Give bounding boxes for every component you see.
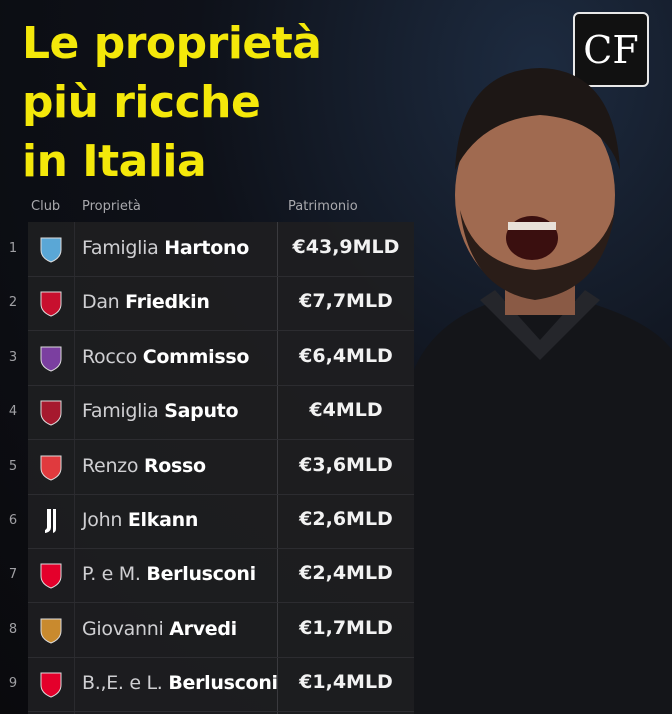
monza-crest-icon xyxy=(40,672,62,698)
table-row: 5 Renzo Rosso €3,6MLD xyxy=(9,440,414,495)
owner-last: Arvedi xyxy=(169,617,237,640)
owner-name: B.,E. e L. Berlusconi xyxy=(82,672,278,694)
owner-first: Rocco xyxy=(82,345,137,368)
column-divider xyxy=(74,222,75,714)
owner-name: Renzo Rosso xyxy=(82,455,206,477)
owner-last: Friedkin xyxy=(125,291,210,314)
header-club: Club xyxy=(31,199,61,214)
coach-photo xyxy=(410,68,672,714)
rank: 2 xyxy=(8,295,18,311)
owner-last: Commisso xyxy=(142,345,250,368)
owner-first: P. e M. xyxy=(82,563,141,586)
rank: 1 xyxy=(8,241,18,256)
owner-first: Famiglia xyxy=(82,237,159,259)
ranking-table: 1 Famiglia Hartono €43,9MLD 2 Dan Friedkin €7… xyxy=(9,222,414,714)
table-row: 1 Famiglia Hartono €43,9MLD xyxy=(9,222,414,277)
rank: 6 xyxy=(8,513,18,528)
table-row: 6 John Elkann €2,6MLD xyxy=(9,494,414,549)
fiorentina-crest-icon xyxy=(40,346,62,372)
owner-first: B.,E. e L. xyxy=(82,672,163,695)
wealth-value: €43,9MLD xyxy=(292,236,400,258)
como-crest-icon xyxy=(40,237,62,263)
wealth-value: €7,7MLD xyxy=(299,290,393,313)
rank: 5 xyxy=(8,458,18,474)
column-divider xyxy=(277,222,278,714)
owner-name: John Elkann xyxy=(82,509,198,531)
wealth-value: €3,6MLD xyxy=(299,453,393,476)
owner-first: Giovanni xyxy=(82,617,164,640)
owner-first: Famiglia xyxy=(82,400,159,423)
table-row: 3 Rocco Commisso €6,4MLD xyxy=(9,331,414,386)
owner-first: Dan xyxy=(82,291,120,314)
owner-last: Saputo xyxy=(164,400,239,423)
header-owner: Proprietà xyxy=(82,199,141,214)
title-line: più ricche xyxy=(22,77,261,128)
brand-logo: CF xyxy=(573,12,649,87)
roma-crest-icon xyxy=(40,291,62,317)
page-title: Le proprietà più ricche in Italia xyxy=(22,14,322,191)
owner-name: Dan Friedkin xyxy=(82,291,210,313)
table-row: 4 Famiglia Saputo €4MLD xyxy=(9,385,414,441)
owner-last: Rosso xyxy=(143,454,206,477)
title-line: Le proprietà xyxy=(22,18,322,69)
wealth-value: €6,4MLD xyxy=(299,344,393,367)
title-line: in Italia xyxy=(22,136,207,187)
vicenza-crest-icon xyxy=(40,455,62,481)
rank: 7 xyxy=(8,567,18,583)
bologna-crest-icon xyxy=(40,400,62,426)
owner-first: Renzo xyxy=(82,454,139,477)
cremonese-crest-icon xyxy=(40,618,62,644)
table-row: 9 B.,E. e L. Berlusconi €1,4MLD xyxy=(9,657,414,713)
wealth-value: €4MLD xyxy=(309,399,383,422)
table-row: 8 Giovanni Arvedi €1,7MLD xyxy=(9,603,414,658)
owner-name: P. e M. Berlusconi xyxy=(82,563,256,585)
rank: 9 xyxy=(8,676,18,692)
owner-name: Famiglia Hartono xyxy=(82,237,249,259)
wealth-value: €2,4MLD xyxy=(299,562,393,585)
owner-name: Rocco Commisso xyxy=(82,346,249,368)
owner-last: Berlusconi xyxy=(146,563,256,586)
owner-first: John xyxy=(82,509,123,531)
wealth-value: €2,6MLD xyxy=(299,508,393,530)
owner-name: Famiglia Saputo xyxy=(82,400,239,423)
table-row: 2 Dan Friedkin €7,7MLD xyxy=(9,276,414,332)
monza-crest-icon xyxy=(40,563,62,589)
header-wealth: Patrimonio xyxy=(288,199,358,214)
owner-last: Elkann xyxy=(127,509,199,531)
table-row: 7 P. e M. Berlusconi €2,4MLD xyxy=(9,548,414,604)
owner-name: Giovanni Arvedi xyxy=(82,618,237,640)
owner-last: Hartono xyxy=(164,237,249,259)
juventus-crest-icon xyxy=(45,509,56,533)
wealth-value: €1,7MLD xyxy=(299,616,393,639)
wealth-value: €1,4MLD xyxy=(299,671,393,694)
rank: 4 xyxy=(8,404,18,420)
owner-last: Berlusconi xyxy=(168,672,278,695)
rank: 8 xyxy=(8,621,18,637)
rank: 3 xyxy=(8,349,18,365)
